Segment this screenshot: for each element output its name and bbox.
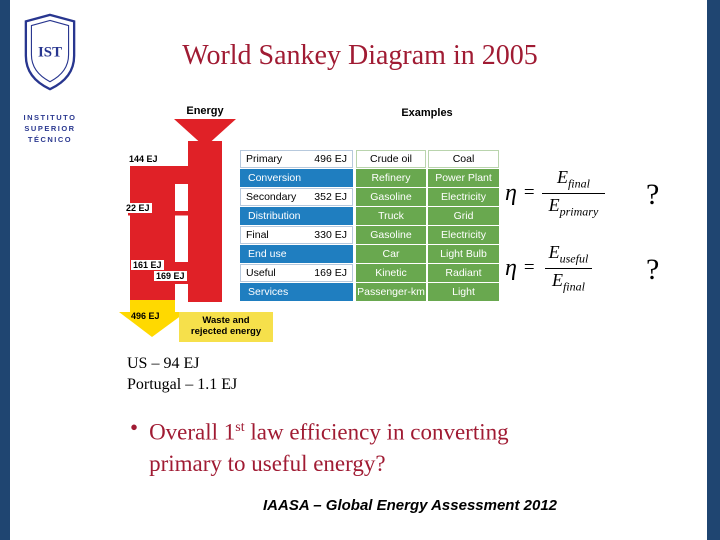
example-cell: Electricity (428, 226, 499, 244)
row-label-cell: Distribution (240, 207, 353, 225)
slide-title: World Sankey Diagram in 2005 (182, 40, 538, 71)
waste-arrowhead (119, 312, 186, 337)
row-value: 352 EJ (314, 191, 347, 203)
distribution-loss-flow (128, 211, 188, 216)
row-value: 169 EJ (314, 267, 347, 279)
row-label-cell: Conversion (240, 169, 353, 187)
example-cell: Light Bulb (428, 245, 499, 263)
eta-symbol: η (505, 254, 517, 281)
fraction: Efinal Eprimary (541, 166, 606, 221)
row-label: Distribution (248, 210, 301, 222)
waste-and-rejected-energy-box: Waste and rejected energy (179, 312, 273, 342)
useful-energy-label: 169 EJ (154, 271, 187, 281)
end-use-loss-label: 161 EJ (131, 260, 164, 270)
equals-sign: = (523, 182, 535, 204)
logo-acronym: IST (38, 45, 62, 61)
example-cell: Gasoline (356, 188, 426, 206)
denominator: Efinal (544, 267, 592, 296)
numerator: Efinal (556, 167, 590, 191)
main-flow-band (188, 141, 222, 302)
main-flow-arrowhead (174, 119, 236, 147)
note-portugal: Portugal – 1.1 EJ (127, 376, 238, 393)
row-label: Primary (246, 153, 283, 165)
left-border-bar (0, 0, 10, 540)
conversion-loss-label: 144 EJ (129, 154, 158, 164)
example-cell: Grid (428, 207, 499, 225)
row-label-cell: End use (240, 245, 353, 263)
example-cell: Radiant (428, 264, 499, 282)
bullet-point: • Overall 1st law efficiency in converti… (130, 412, 509, 479)
denominator: Eprimary (541, 192, 606, 221)
institution-line: TÉCNICO (27, 135, 73, 144)
equation-useful-over-final: η = Euseful Efinal (505, 241, 595, 295)
waste-total-label: 496 EJ (131, 311, 160, 321)
example-cell: Passenger-km (356, 283, 426, 301)
example-cell: Coal (428, 150, 499, 168)
ist-shield-logo-icon: IST (24, 13, 76, 91)
distribution-loss-label: 22 EJ (124, 203, 152, 213)
row-label: Secondary (246, 191, 297, 203)
numerator: Euseful (548, 242, 589, 266)
bullet-text: Overall 1st law efficiency in converting… (149, 419, 509, 476)
equation-final-over-primary: η = Efinal Eprimary (505, 166, 606, 221)
example-cell: Power Plant (428, 169, 499, 187)
table-row: Primary 496 EJ Crude oil Coal (240, 150, 500, 169)
equals-sign: = (523, 257, 535, 279)
institution-line: INSTITUTO (23, 113, 77, 122)
example-cell: Electricity (428, 188, 499, 206)
table-row: Secondary 352 EJ Gasoline Electricity (240, 188, 500, 207)
question-mark: ? (646, 253, 660, 286)
example-cell: Light (428, 283, 499, 301)
table-row: Final 330 EJ Gasoline Electricity (240, 226, 500, 245)
example-cell: Gasoline (356, 226, 426, 244)
right-border-bar (707, 0, 720, 540)
question-mark: ? (646, 178, 660, 211)
examples-column-header: Examples (401, 107, 453, 119)
note-us: US – 94 EJ (127, 355, 200, 372)
table-row: Conversion Refinery Power Plant (240, 169, 500, 188)
bullet-marker: • (130, 415, 139, 440)
row-label-cell: Useful 169 EJ (240, 264, 353, 282)
example-cell: Kinetic (356, 264, 426, 282)
row-label: Conversion (248, 172, 302, 184)
row-label-cell: Final 330 EJ (240, 226, 353, 244)
row-label: Services (248, 286, 289, 298)
row-value: 496 EJ (314, 153, 347, 165)
example-cell: Crude oil (356, 150, 426, 168)
example-cell: Car (356, 245, 426, 263)
row-label: Final (246, 229, 269, 241)
row-label: End use (248, 248, 287, 260)
table-row: Useful 169 EJ Kinetic Radiant (240, 264, 500, 283)
institution-name: INSTITUTO SUPERIOR TÉCNICO (8, 112, 92, 145)
row-label-cell: Primary 496 EJ (240, 150, 353, 168)
slide-footer: IAASA – Global Energy Assessment 2012 (262, 497, 558, 514)
row-value: 330 EJ (314, 229, 347, 241)
example-cell: Truck (356, 207, 426, 225)
eta-symbol: η (505, 179, 517, 206)
row-label-cell: Secondary 352 EJ (240, 188, 353, 206)
fraction: Euseful Efinal (542, 241, 596, 295)
table-row: End use Car Light Bulb (240, 245, 500, 264)
row-label: Useful (246, 267, 276, 279)
energy-column-header: Energy (186, 105, 224, 117)
table-row: Distribution Truck Grid (240, 207, 500, 226)
waste-arrow-body (130, 300, 175, 312)
institution-line: SUPERIOR (24, 124, 76, 133)
example-cell: Refinery (356, 169, 426, 187)
table-row: Services Passenger-km Light (240, 283, 500, 302)
row-label-cell: Services (240, 283, 353, 301)
